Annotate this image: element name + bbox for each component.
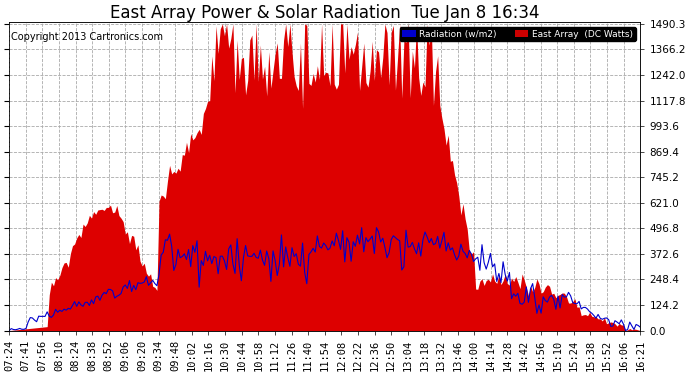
Legend: Radiation (w/m2), East Array  (DC Watts): Radiation (w/m2), East Array (DC Watts) [400, 27, 635, 41]
Title: East Array Power & Solar Radiation  Tue Jan 8 16:34: East Array Power & Solar Radiation Tue J… [110, 4, 540, 22]
Text: Copyright 2013 Cartronics.com: Copyright 2013 Cartronics.com [11, 32, 163, 42]
